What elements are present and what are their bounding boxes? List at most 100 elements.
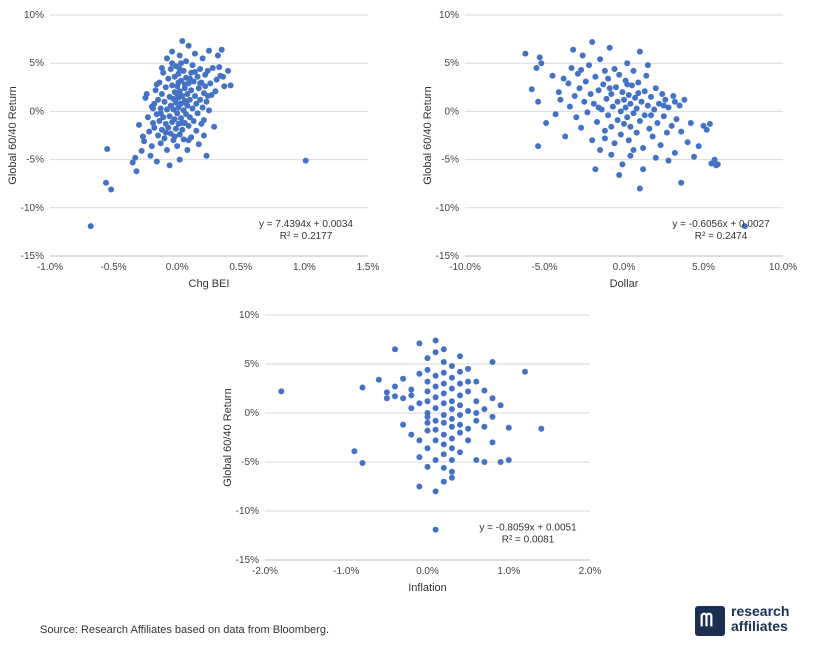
data-point bbox=[489, 395, 496, 402]
data-point bbox=[151, 124, 158, 131]
trendline-r-squared: R² = 0.2474 bbox=[695, 231, 748, 242]
data-point bbox=[179, 126, 186, 133]
data-point bbox=[630, 110, 637, 117]
data-point bbox=[206, 107, 212, 114]
data-point bbox=[684, 139, 691, 146]
data-point bbox=[156, 118, 163, 124]
data-point bbox=[171, 133, 178, 140]
data-point bbox=[152, 87, 159, 94]
source-note: Source: Research Affiliates based on dat… bbox=[40, 624, 330, 636]
data-point bbox=[186, 114, 193, 121]
data-point bbox=[176, 131, 183, 138]
data-point bbox=[179, 38, 186, 44]
data-point bbox=[225, 67, 232, 74]
data-point bbox=[174, 91, 181, 97]
data-point bbox=[432, 526, 439, 533]
data-point bbox=[155, 96, 162, 103]
data-point bbox=[665, 157, 672, 164]
x-axis-title: Dollar bbox=[610, 278, 639, 290]
data-point bbox=[195, 141, 202, 148]
data-point bbox=[176, 52, 183, 59]
data-point bbox=[203, 98, 210, 105]
trendline-equation: y = -0.8059x + 0.0051 bbox=[479, 523, 577, 534]
data-point bbox=[473, 398, 480, 405]
data-point bbox=[573, 114, 580, 121]
data-point bbox=[497, 459, 504, 465]
data-point bbox=[432, 405, 439, 412]
data-point bbox=[194, 110, 201, 117]
data-point bbox=[448, 363, 455, 369]
data-point bbox=[108, 186, 115, 193]
trendline-equation: y = 7.4394x + 0.0034 bbox=[259, 219, 353, 230]
data-point bbox=[359, 460, 366, 466]
data-point bbox=[473, 410, 480, 416]
data-point bbox=[189, 105, 196, 112]
data-point bbox=[622, 104, 629, 111]
data-point bbox=[594, 119, 600, 125]
data-point bbox=[197, 80, 204, 87]
data-point bbox=[87, 223, 94, 230]
data-point bbox=[614, 117, 621, 124]
x-tick-label: -1.0% bbox=[37, 262, 63, 273]
data-point bbox=[595, 104, 602, 111]
data-point bbox=[576, 85, 583, 92]
data-point bbox=[206, 47, 212, 54]
data-point bbox=[193, 100, 200, 107]
scatter-dollar: 10% 5% 0% -5% -10% -15% -10.0% -5.0% 0.0% 5.0% 10… bbox=[422, 10, 797, 290]
y-tick-label: -15% bbox=[21, 251, 44, 262]
data-point bbox=[671, 98, 678, 105]
data-point bbox=[624, 81, 631, 88]
data-point bbox=[440, 478, 447, 485]
data-point bbox=[158, 65, 165, 71]
data-point bbox=[432, 383, 439, 390]
data-point bbox=[216, 64, 223, 71]
data-point bbox=[138, 147, 145, 154]
x-tick-label: 2.0% bbox=[579, 566, 602, 577]
data-point bbox=[185, 137, 192, 144]
data-point bbox=[192, 93, 198, 99]
data-point bbox=[465, 388, 472, 395]
data-point bbox=[440, 369, 447, 376]
data-point bbox=[549, 72, 556, 79]
data-point bbox=[148, 143, 155, 150]
data-point bbox=[424, 366, 431, 373]
data-point bbox=[199, 55, 206, 62]
data-point bbox=[481, 423, 488, 430]
data-point bbox=[440, 380, 447, 387]
data-point bbox=[176, 66, 183, 72]
data-point bbox=[465, 365, 472, 372]
data-point bbox=[489, 439, 496, 446]
data-point bbox=[457, 402, 463, 409]
data-point bbox=[424, 463, 431, 470]
data-point bbox=[440, 400, 447, 407]
data-point bbox=[129, 159, 136, 166]
y-tick-label: -5% bbox=[441, 155, 459, 166]
data-point bbox=[627, 123, 634, 130]
data-point bbox=[133, 168, 140, 175]
data-point bbox=[641, 88, 648, 95]
data-point bbox=[603, 95, 610, 102]
data-point bbox=[654, 120, 661, 126]
data-point bbox=[183, 99, 190, 106]
data-point bbox=[440, 441, 447, 448]
data-point bbox=[203, 152, 210, 159]
data-point bbox=[644, 102, 651, 109]
data-point bbox=[153, 158, 160, 165]
x-tick-label: 10.0% bbox=[769, 262, 797, 273]
data-point bbox=[220, 73, 226, 80]
data-point bbox=[505, 424, 512, 431]
data-point bbox=[448, 423, 455, 430]
data-point bbox=[214, 52, 221, 59]
data-point bbox=[606, 44, 613, 51]
data-point bbox=[584, 109, 591, 116]
y-tick-labels: 10% 5% 0% -5% -10% -15% bbox=[436, 10, 459, 262]
data-point bbox=[190, 118, 197, 124]
data-point bbox=[195, 85, 202, 92]
data-point bbox=[448, 398, 455, 405]
data-points bbox=[278, 337, 545, 533]
trendline-r-squared: R² = 0.2177 bbox=[280, 231, 333, 242]
x-tick-label: 0.5% bbox=[229, 262, 252, 273]
data-point bbox=[651, 106, 658, 113]
y-tick-label: -10% bbox=[21, 203, 44, 214]
data-point bbox=[606, 85, 613, 92]
